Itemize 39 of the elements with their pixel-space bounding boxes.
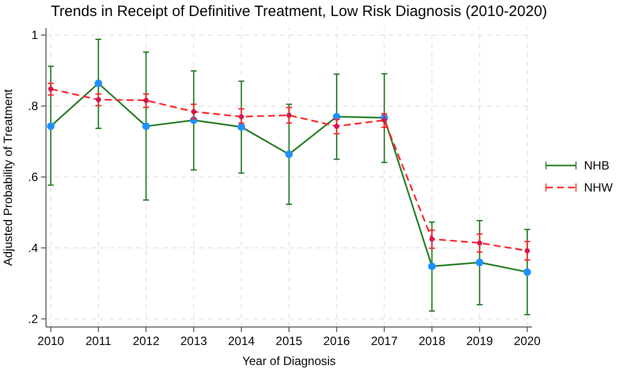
- y-tick-label: .4: [28, 240, 38, 255]
- point: [142, 122, 150, 130]
- point: [524, 248, 530, 254]
- point: [143, 98, 149, 103]
- chart-title: Trends in Receipt of Definitive Treatment, Low Risk Diagnosis (2010-2020): [50, 3, 548, 20]
- x-tick-label: 2019: [466, 334, 494, 348]
- y-tick-label: .8: [28, 99, 38, 114]
- x-tick-label: 2017: [370, 334, 398, 348]
- y-tick-label: .6: [28, 170, 38, 184]
- x-tick-label: 2010: [37, 334, 64, 348]
- x-tick-label: 2012: [132, 334, 160, 348]
- y-tick-label: .2: [28, 312, 38, 326]
- point: [429, 236, 435, 242]
- point: [94, 80, 102, 88]
- x-tick-label: 2020: [514, 334, 541, 348]
- x-tick-label: 2014: [228, 334, 256, 348]
- point: [523, 268, 532, 276]
- y-tick-label: 1: [31, 28, 38, 42]
- x-tick-label: 2011: [86, 334, 112, 348]
- point: [46, 122, 55, 130]
- x-tick-label: 2016: [323, 334, 350, 348]
- point: [476, 258, 484, 266]
- point: [428, 262, 436, 270]
- point: [476, 240, 482, 246]
- x-tick-label: 2015: [276, 334, 303, 348]
- point: [286, 112, 292, 118]
- point: [334, 124, 340, 129]
- x-axis-title: Year of Diagnosis: [242, 354, 336, 368]
- point: [238, 114, 244, 120]
- legend-label: NHW: [584, 180, 614, 194]
- y-axis-title: Adjusted Probability of Treatment: [1, 88, 15, 266]
- point: [382, 118, 387, 123]
- legend-label: NHB: [584, 158, 610, 172]
- x-tick-label: 2013: [180, 334, 208, 348]
- point: [48, 86, 54, 92]
- point: [96, 97, 102, 102]
- x-tick-label: 2018: [418, 334, 446, 348]
- point: [285, 150, 293, 158]
- point: [191, 109, 196, 114]
